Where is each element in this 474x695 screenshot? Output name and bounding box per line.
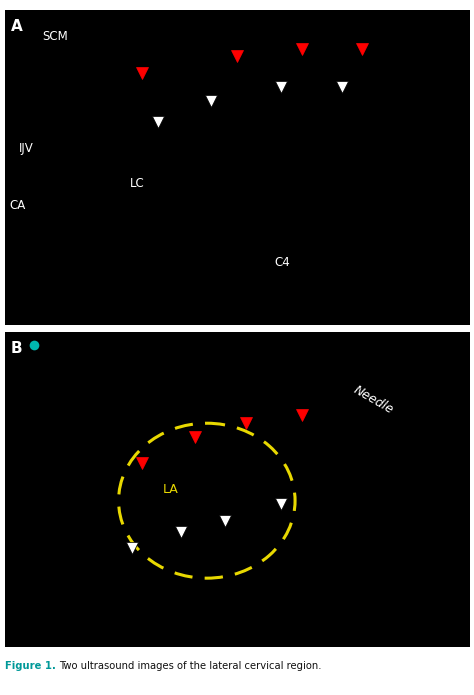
Text: A: A bbox=[10, 19, 22, 34]
Text: LA: LA bbox=[163, 483, 178, 496]
Text: Two ultrasound images of the lateral cervical region.: Two ultrasound images of the lateral cer… bbox=[59, 661, 322, 671]
Text: C4: C4 bbox=[274, 256, 290, 269]
Text: Figure 1.: Figure 1. bbox=[5, 661, 59, 671]
Text: Needle: Needle bbox=[351, 383, 395, 416]
Text: LC: LC bbox=[130, 177, 145, 190]
Text: IJV: IJV bbox=[18, 142, 34, 156]
Text: B: B bbox=[10, 341, 22, 356]
Text: CA: CA bbox=[9, 199, 26, 212]
Text: SCM: SCM bbox=[42, 30, 68, 43]
